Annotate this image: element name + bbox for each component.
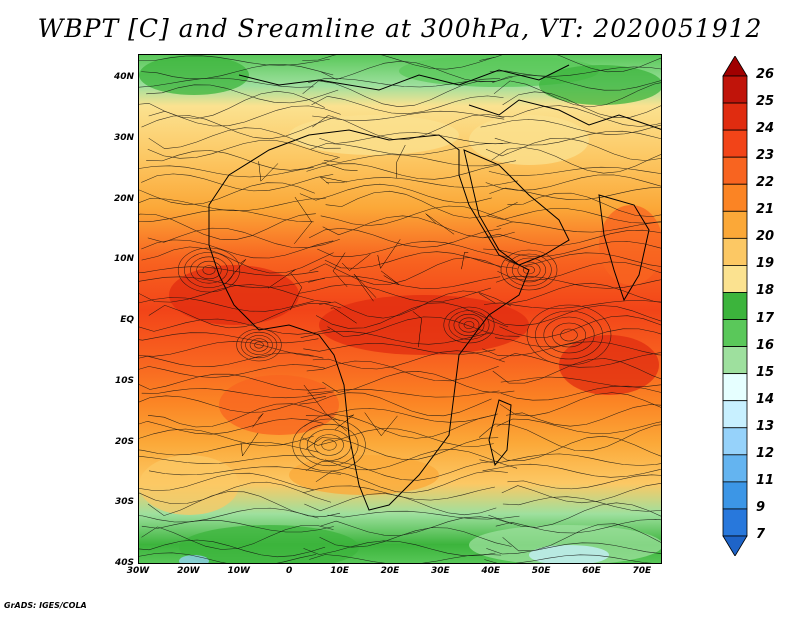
lat-tick-label: 10N (113, 254, 134, 265)
colorbar-tick-label: 7 (756, 527, 766, 542)
lon-tick-label: 20W (177, 566, 200, 576)
lon-tick-label: 40E (481, 566, 501, 576)
colorbar-max-arrow (722, 56, 748, 77)
colorbar-segment (722, 292, 748, 320)
colorbar-tick-label: 19 (756, 256, 775, 272)
grads-credit: GrADS: IGES/COLA (4, 601, 87, 610)
colorbar-tick-label: 23 (756, 148, 775, 164)
colorbar-segment (722, 427, 748, 456)
colorbar-segment (722, 183, 748, 212)
colorbar-segment (722, 75, 748, 104)
colorbar-segment (722, 508, 748, 537)
lat-tick-label: 40N (113, 72, 134, 83)
colorbar-tick-label: 24 (756, 121, 775, 137)
colorbar-segment (722, 346, 748, 375)
lon-tick-label: 50E (531, 566, 551, 576)
lat-tick-label: 20S (114, 436, 134, 447)
lon-tick-label: 20E (380, 566, 400, 576)
chart-title: WBPT [C] and Sreamline at 300hPa, VT: 20… (37, 14, 763, 43)
colorbar-segment (722, 102, 748, 131)
coastlines (208, 64, 661, 511)
streamlines (139, 55, 661, 563)
lat-tick-label: 30S (114, 497, 134, 508)
lon-tick-label: 70E (632, 566, 652, 576)
colorbar-tick-label: 9 (756, 499, 766, 515)
map-svg (139, 55, 661, 563)
colorbar-tick-label: 25 (756, 94, 775, 110)
colorbar (722, 56, 748, 556)
colorbar-tick-label: 16 (756, 337, 775, 353)
colorbar-segment (722, 481, 748, 510)
lon-tick-label: 30E (430, 566, 450, 576)
lon-tick-label: 0 (286, 566, 293, 576)
colorbar-segment (722, 373, 748, 402)
colorbar-tick-label: 17 (756, 310, 775, 326)
colorbar-tick-label: 26 (756, 67, 775, 82)
colorbar-tick-label: 22 (756, 175, 775, 191)
colorbar-tick-label: 15 (756, 364, 775, 380)
colorbar-segment (722, 156, 748, 185)
colorbar-tick-label: 11 (756, 472, 775, 488)
colorbar-tick-label: 18 (756, 283, 775, 299)
lat-tick-label: 20N (113, 193, 134, 204)
colorbar-segment (722, 237, 748, 266)
map-plot-area (138, 54, 662, 564)
colorbar-tick-label: 14 (756, 391, 775, 407)
colorbar-segment (722, 129, 748, 158)
lat-tick-label: 40S (114, 558, 134, 568)
colorbar-tick-label: 20 (756, 229, 775, 245)
colorbar-segment (722, 265, 748, 293)
lon-tick-label: 10E (330, 566, 349, 576)
lat-tick-label: 30N (113, 133, 134, 143)
colorbar-tick-label: 12 (756, 445, 775, 461)
colorbar-segment (722, 210, 748, 239)
colorbar-segment (722, 454, 748, 483)
colorbar-tick-label: 21 (756, 202, 775, 218)
lon-tick-label: 60E (582, 566, 601, 576)
lon-tick-label: 30W (126, 566, 150, 576)
lat-tick-label: 10S (114, 375, 134, 386)
colorbar-segment (722, 319, 748, 347)
lat-tick-label: EQ (120, 315, 134, 326)
colorbar-segment (722, 400, 748, 429)
lon-tick-label: 10W (227, 566, 250, 576)
colorbar-tick-label: 13 (756, 418, 775, 434)
colorbar-min-arrow (722, 535, 748, 556)
